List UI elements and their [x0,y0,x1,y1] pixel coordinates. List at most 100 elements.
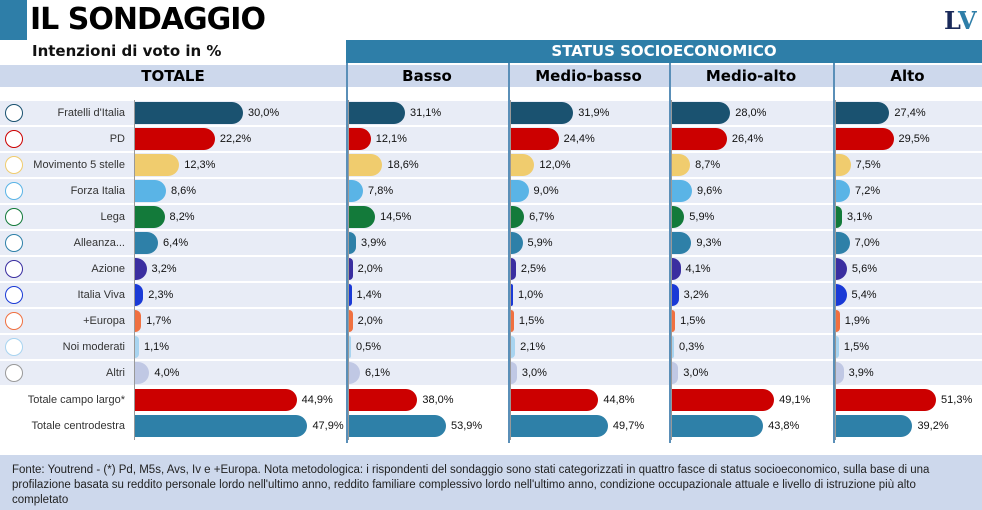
bar [672,310,676,332]
bar [836,180,851,202]
axis-line [134,100,135,440]
value-label: 3,0% [683,367,709,379]
bar [672,284,679,306]
party-logo-icon [5,312,23,330]
party-label: Azione [91,263,125,275]
bar [135,284,144,306]
bar [511,362,517,384]
value-label: 30,0% [248,107,280,119]
bar [836,206,843,228]
value-label: 26,4% [731,133,764,145]
panel-divider [833,63,835,443]
bar [511,310,514,332]
bar [836,415,913,437]
bar [135,232,159,254]
bar [511,180,529,202]
axis-line [510,100,511,440]
bar [511,258,516,280]
bar [836,310,840,332]
value-label: 24,4% [563,133,595,145]
bar [672,232,692,254]
value-label: 9,3% [696,237,722,249]
value-label: 27,4% [894,107,926,119]
bar [135,415,308,437]
party-label: Fratelli d'Italia [57,107,125,119]
logo: LV [944,6,977,35]
value-label: 7,2% [855,185,881,197]
bar [349,180,364,202]
party-label: Italia Viva [77,289,126,301]
bar [349,284,352,306]
party-logo-icon [5,208,23,226]
value-label: 3,2% [151,263,177,275]
value-label: 4,0% [154,367,180,379]
row-background [0,335,982,359]
bar [511,336,516,358]
value-label: 8,6% [170,185,197,197]
bar [511,389,599,411]
value-label: 5,9% [527,237,553,249]
bar [349,258,353,280]
party-label: Movimento 5 stelle [33,159,125,171]
value-label: 3,0% [521,367,547,379]
bar [349,362,360,384]
value-label: 43,8% [768,420,800,432]
value-label: 47,9% [312,420,344,432]
party-label: Alleanza... [73,237,125,249]
bar [135,336,139,358]
bar [672,336,674,358]
party-logo-icon [5,338,23,356]
bar [836,128,894,150]
party-logo-icon [5,130,23,148]
axis-line [671,100,672,440]
bar [135,258,147,280]
footer [0,455,982,510]
value-label: 12,0% [539,159,571,171]
bar [672,206,685,228]
party-label: Altri [106,367,125,379]
party-label: Totale centrodestra [31,420,125,432]
bar [672,128,727,150]
footnote: Fonte: Youtrend - (*) Pd, M5s, Avs, Iv e… [12,464,930,506]
party-label: +Europa [83,315,125,327]
party-label: Forza Italia [70,185,125,197]
party-logo-icon [5,156,23,174]
value-label: 7,5% [855,159,881,171]
value-label: 18,6% [387,159,419,171]
bar [349,154,383,176]
value-label: 5,9% [689,211,715,223]
value-label: 31,1% [409,107,442,119]
column-header: Medio-basso [535,67,642,85]
column-header: Medio-alto [705,67,797,85]
bar [349,389,418,411]
bar [135,102,243,124]
value-label: 31,9% [578,107,610,119]
column-header-row [0,65,982,87]
bar [511,232,523,254]
bar [135,310,142,332]
value-label: 3,9% [361,237,387,249]
status-header: STATUS SOCIOECONOMICO [346,40,982,63]
party-label: PD [109,133,125,145]
value-label: 2,3% [148,289,174,301]
bar [672,389,775,411]
value-label: 1,5% [518,315,544,327]
value-label: 8,7% [695,159,721,171]
row-background [0,309,982,333]
bar [135,180,166,202]
bar [511,128,559,150]
bar [836,232,850,254]
value-label: 51,3% [941,394,973,406]
bar [672,362,679,384]
column-header: Basso [402,67,452,85]
value-label: 1,9% [844,315,870,327]
party-logo-icon [5,104,23,122]
bar [836,258,847,280]
bar [511,284,513,306]
bar [349,128,371,150]
bar [672,415,764,437]
party-logo-icon [5,182,23,200]
value-label: 49,1% [779,394,811,406]
bar [135,206,165,228]
panel-divider [508,63,510,443]
